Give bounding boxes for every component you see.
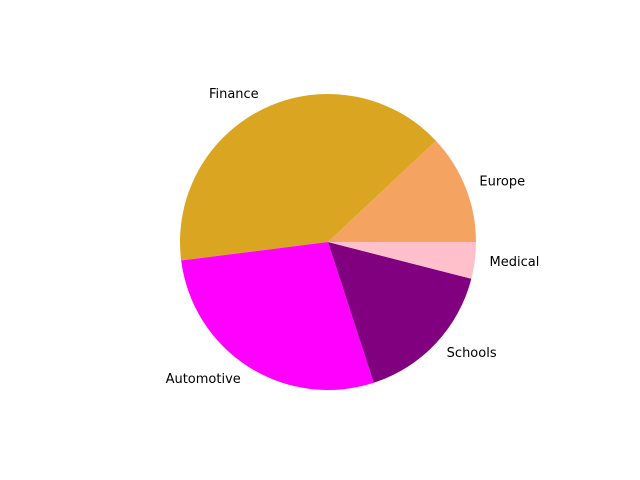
pie-slice-schools <box>328 242 472 383</box>
pie-label-europe: Europe <box>479 175 525 190</box>
pie-slice-europe <box>328 140 476 242</box>
pie-label-medical: Medical <box>490 255 540 270</box>
pie-slice-finance <box>180 94 436 261</box>
pie-slice-medical <box>328 242 477 279</box>
pie-slice-automotive <box>181 242 374 391</box>
pie-label-schools: Schools <box>447 346 497 361</box>
pie-label-finance: Finance <box>209 87 259 102</box>
pie-label-automotive: Automotive <box>166 372 241 387</box>
pie-labels: Europe Finance Automotive Schools Medical <box>166 87 540 387</box>
pie-slices <box>180 94 477 391</box>
